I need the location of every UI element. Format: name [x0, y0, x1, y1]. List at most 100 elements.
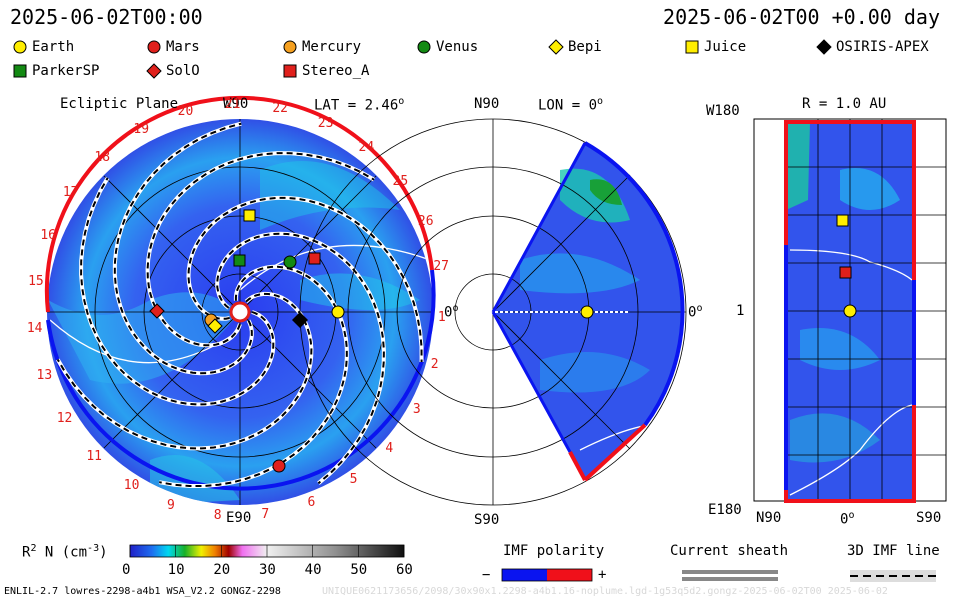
- ecliptic-disk: [44, 95, 436, 505]
- footer-left: ENLIL-2.7 lowres-2298-a4b1 WSA_V2.2 GONG…: [4, 586, 281, 597]
- field-line: [113, 122, 253, 375]
- diamond-icon: [146, 63, 162, 79]
- legend-label: SolO: [166, 63, 200, 79]
- colorbar-ticks: [129, 545, 405, 557]
- imf-3d-swatch: [850, 570, 936, 582]
- field-line: [56, 292, 313, 450]
- field-line: [187, 196, 423, 363]
- latlon-bottom-left: E180: [708, 502, 742, 518]
- ecliptic-top-label: W90: [223, 96, 249, 112]
- meridional-top-left: N90: [474, 96, 500, 112]
- stereo-a-latlon-marker: [839, 266, 852, 279]
- legend-item-juice: Juice: [684, 39, 746, 55]
- carrington-number: 26: [417, 214, 434, 230]
- earth-meridional-marker: [580, 305, 594, 319]
- colorbar-tick-label: 10: [167, 562, 185, 578]
- legend-label: Mars: [166, 39, 200, 55]
- legend-label: OSIRIS-APEX: [836, 39, 929, 55]
- legend-item-mercury: Mercury: [282, 39, 361, 55]
- diamond-icon: [816, 39, 832, 55]
- colorbar-tick-label: 20: [213, 562, 231, 578]
- latlon-x-right: S90: [916, 510, 942, 526]
- carrington-number: 2: [430, 357, 439, 373]
- carrington-number: 3: [412, 401, 421, 417]
- legend-item-venus: Venus: [416, 39, 478, 55]
- carrington-number: 6: [307, 494, 316, 510]
- venus-marker: [283, 255, 297, 269]
- osiris-apex-marker: [292, 312, 308, 328]
- legend-label: ParkerSP: [32, 63, 100, 79]
- colorbar-tick-label: 40: [304, 562, 322, 578]
- earth-marker: [331, 305, 345, 319]
- field-line: [146, 152, 375, 347]
- imf-polarity-title: IMF polarity: [503, 543, 605, 559]
- current-sheath-swatch: [682, 570, 778, 581]
- imf-positive-swatch: [547, 569, 592, 581]
- current-sheath-title: Current sheath: [670, 543, 789, 559]
- legend-label: Venus: [436, 39, 479, 55]
- carrington-number: 16: [40, 227, 56, 243]
- circle-icon: [283, 40, 297, 54]
- legend-label: Juice: [704, 39, 747, 55]
- carrington-number: 8: [213, 508, 222, 524]
- carrington-number: 21: [224, 97, 241, 113]
- square-icon: [685, 40, 699, 54]
- latlon-x-left: N90: [756, 510, 782, 526]
- stereo-a-marker: [308, 252, 321, 265]
- carrington-number: 4: [385, 440, 394, 456]
- carrington-number: 17: [62, 185, 79, 201]
- carrington-number: 24: [358, 140, 375, 156]
- square-icon: [13, 64, 27, 78]
- parkersp-marker: [233, 254, 246, 267]
- colorbar-label: R2 N (cm-3): [22, 543, 108, 561]
- legend-item-stereo-a: Stereo_A: [282, 63, 369, 79]
- colorbar-tick-label: 50: [350, 562, 368, 578]
- lon-label: LON = 0o: [538, 96, 604, 114]
- carrington-number: 14: [26, 321, 43, 337]
- legend-label: Bepi: [568, 39, 602, 55]
- meridional-right-label: 0o: [688, 303, 703, 321]
- bodies: [149, 209, 857, 473]
- imf-plus-label: +: [598, 567, 607, 583]
- legend-item-parkersp: ParkerSP: [12, 63, 99, 79]
- datetime-left: 2025-06-02T00:00: [10, 5, 203, 29]
- carrington-number: 18: [94, 149, 111, 165]
- carrington-number: 10: [123, 478, 140, 494]
- latlon-title: R = 1.0 AU: [802, 96, 887, 112]
- carrington-number: 25: [392, 173, 409, 189]
- imf-minus-label: −: [482, 567, 491, 583]
- legend-label: Stereo_A: [302, 63, 370, 79]
- ecliptic-bottom-label: E90: [226, 510, 252, 526]
- imf-3d-title: 3D IMF line: [847, 543, 940, 559]
- meridional-bottom-left: S90: [474, 512, 500, 528]
- carrington-number: 19: [133, 122, 150, 138]
- datetime-right: 2025-06-02T00 +0.00 day: [663, 5, 940, 29]
- latlon-mid-left: 1: [736, 303, 745, 319]
- lat-label: LAT = 2.46o: [314, 96, 405, 114]
- legend-label: Earth: [32, 39, 75, 55]
- circle-icon: [13, 40, 27, 54]
- carrington-number: 12: [56, 411, 73, 427]
- colorbar-tick-label: 0: [122, 562, 131, 578]
- solo-marker: [149, 303, 165, 319]
- carrington-number: 27: [433, 259, 449, 275]
- legend-item-bepi: Bepi: [548, 39, 602, 55]
- footer-right: UNIQUE0621173656/2098/30x90x1.2298-a4b1.…: [322, 586, 888, 597]
- ecliptic-right-label: 0o: [444, 303, 459, 321]
- legend-label: Mercury: [302, 39, 362, 55]
- ecliptic-title: Ecliptic Plane: [60, 96, 179, 112]
- colorbar-tick-label: 30: [259, 562, 276, 578]
- latlon-top-left: W180: [706, 103, 740, 119]
- legend-item-osiris-apex: OSIRIS-APEX: [816, 39, 929, 55]
- legend-item-earth: Earth: [12, 39, 74, 55]
- legend-item-solo: SolO: [146, 63, 200, 79]
- square-icon: [283, 64, 297, 78]
- juice-latlon-marker: [836, 214, 849, 227]
- carrington-number: 23: [317, 115, 334, 131]
- colorbar-tick-label: 60: [396, 562, 413, 578]
- bepi-marker: [207, 318, 223, 334]
- field-line: [80, 177, 275, 406]
- carrington-number: 1: [437, 310, 446, 326]
- mars-marker: [272, 459, 286, 473]
